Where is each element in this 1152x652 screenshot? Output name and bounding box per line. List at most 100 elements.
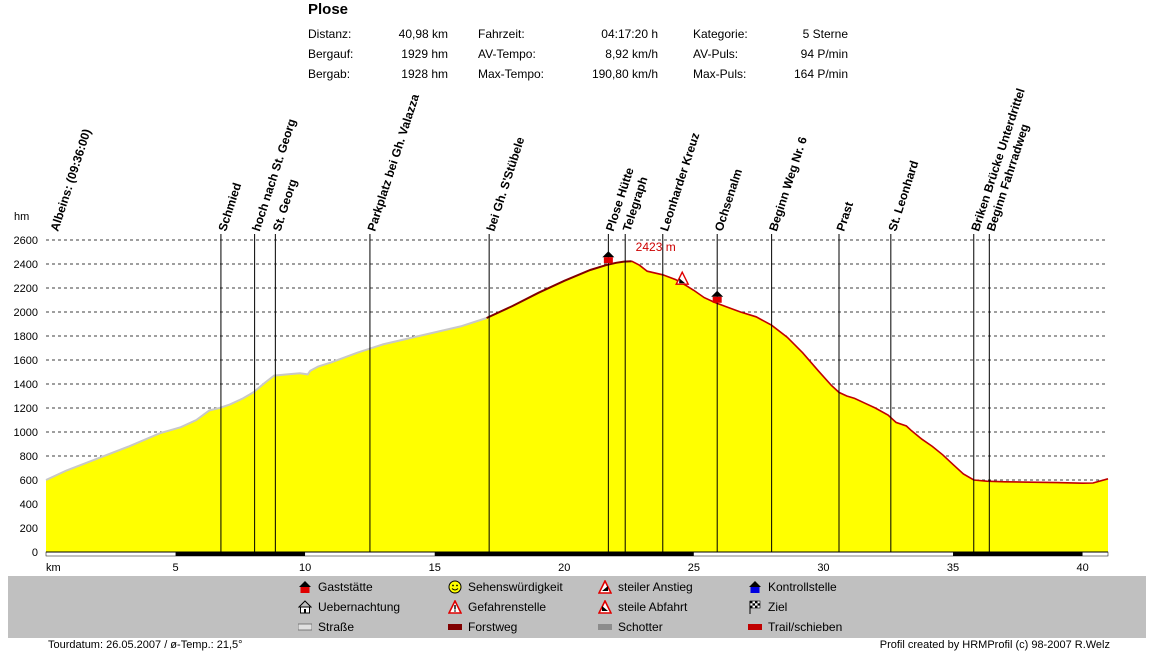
y-tick-label: 1200 — [14, 403, 38, 415]
stat-label-distance: Distanz: — [308, 27, 352, 41]
stat-value-max-speed: 190,80 km/h — [591, 67, 658, 81]
legend-label: steiler Anstieg — [618, 580, 693, 594]
y-tick-label: 1600 — [14, 355, 38, 367]
x-tick-label: 25 — [688, 562, 700, 574]
stat-value-avg-speed: 8,92 km/h — [605, 47, 658, 61]
checkpoint-icon-body — [712, 296, 722, 303]
road-swatch-icon — [297, 620, 313, 634]
stat-label-max-speed: Max-Tempo: — [478, 67, 545, 81]
waypoint-label: Beginn Weg Nr. 6 — [766, 135, 810, 233]
tour-title: Plose — [308, 1, 349, 18]
stat-value-category: 5 Sterne — [802, 27, 848, 41]
surface-segment — [953, 552, 1083, 556]
steep-descent-icon — [597, 599, 613, 614]
waypoint-label: Leonharder Kreuz — [657, 131, 702, 233]
steep-climb-icon — [597, 579, 613, 594]
x-tick-label: 15 — [429, 562, 441, 574]
legend-item-steile-abfahrt: steile Abfahrt — [597, 599, 688, 614]
legend-label: Straße — [318, 620, 355, 634]
waypoint-label: bei Gh. S'Stübele — [484, 135, 528, 233]
stat-value-ascent: 1929 hm — [401, 47, 448, 61]
y-tick-label: 0 — [32, 547, 38, 559]
y-tick-label: 2600 — [14, 235, 38, 247]
x-tick-label: 30 — [817, 562, 829, 574]
max-elevation-label: 2423 m — [636, 240, 676, 254]
legend-item-ziel: Ziel — [748, 600, 787, 614]
house-red-icon-body — [603, 257, 613, 264]
waypoint-label: Schmied — [215, 181, 244, 233]
surface-segment — [175, 552, 306, 556]
marker-layer — [602, 251, 724, 303]
legend-item-schotter: Schotter — [598, 620, 663, 634]
legend-label: Schotter — [618, 620, 663, 634]
waypoint-label: Prast — [834, 200, 857, 233]
stat-value-descent: 1928 hm — [401, 67, 448, 81]
profile-line-forest — [486, 260, 632, 319]
smiley-icon — [448, 580, 462, 594]
profile-line-trail — [631, 260, 1109, 485]
checkpoint-icon — [711, 290, 724, 297]
gravel-swatch-icon — [598, 620, 612, 634]
stat-label-avg-speed: AV-Tempo: — [478, 47, 536, 61]
x-tick-label: 5 — [173, 562, 179, 574]
y-tick-label: 600 — [20, 475, 38, 487]
stat-value-avg-pulse: 94 P/min — [800, 47, 848, 61]
footer-tour-date: Tourdatum: 26.05.2007 / ø-Temp.: 21,5° — [48, 639, 243, 651]
waypoint-label: Ochsenalm — [712, 167, 745, 233]
steep-descent-icon-glyph — [679, 278, 686, 284]
legend-item-gefahrenstelle: Gefahrenstelle — [447, 599, 547, 614]
legend-item-steiler-anstieg: steiler Anstieg — [597, 579, 693, 594]
x-tick-label: 10 — [299, 562, 311, 574]
stat-label-duration: Fahrzeit: — [478, 27, 525, 41]
surface-bar — [45, 551, 1109, 557]
axis-layer: 0 200 400 600 800 1000 1200 1400 1600 1800 2000 220… — [14, 235, 1108, 574]
stat-value-distance: 40,98 km — [398, 27, 448, 41]
legend-item-gaststaette: Gaststätte — [298, 580, 373, 594]
legend-label: Forstweg — [468, 620, 518, 634]
y-tick-label: 2000 — [14, 307, 38, 319]
legend-label: Uebernachtung — [318, 600, 401, 614]
legend-item-trail: Trail/schieben — [748, 620, 842, 634]
stat-label-max-pulse: Max-Puls: — [693, 67, 747, 81]
legend-label: Trail/schieben — [768, 620, 843, 634]
checkpoint-icon — [748, 580, 762, 594]
stat-label-avg-pulse: AV-Puls: — [693, 47, 739, 61]
y-tick-label: 2200 — [14, 283, 38, 295]
chart-marker — [675, 270, 690, 285]
legend-panel: Gaststätte Uebernachtung Straße Sehenswü… — [8, 576, 1146, 638]
legend-label: steile Abfahrt — [618, 600, 688, 614]
surface-segment — [46, 552, 176, 556]
chart-marker — [711, 290, 724, 303]
surface-segment — [305, 552, 435, 556]
legend-item-sehenswuerdigkeit: Sehenswürdigkeit — [448, 580, 563, 594]
y-tick-label: 200 — [20, 523, 38, 535]
finish-flag-icon — [748, 600, 762, 614]
house-red-icon — [602, 251, 615, 258]
surface-segment — [1082, 552, 1108, 556]
legend-item-uebernachtung: Uebernachtung — [297, 600, 401, 614]
legend-item-forstweg: Forstweg — [448, 620, 517, 634]
legend-label: Kontrollstelle — [768, 580, 837, 594]
chart-marker — [602, 251, 615, 264]
profile-area-layer — [45, 260, 1109, 552]
lodge-icon — [297, 600, 313, 614]
legend-label: Gaststätte — [318, 580, 373, 594]
y-tick-label: 2400 — [14, 259, 38, 271]
elevation-profile-chart: Albeins: (09:36:00) Schmied hoch nach St. … — [14, 87, 1109, 574]
stat-label-category: Kategorie: — [693, 27, 748, 41]
house-red-icon — [298, 580, 312, 594]
stat-label-ascent: Bergauf: — [308, 47, 354, 61]
x-tick-label: 40 — [1076, 562, 1088, 574]
waypoint-label: Albeins: (09:36:00) — [48, 127, 94, 233]
legend-label: Gefahrenstelle — [468, 600, 547, 614]
y-tick-label: 1000 — [14, 427, 38, 439]
y-tick-label: 1800 — [14, 331, 38, 343]
profile-line-road — [45, 317, 487, 481]
surface-segment — [434, 552, 694, 556]
profile-area — [46, 261, 1108, 552]
footer-credit: Profil created by HRMProfil (c) 98-2007 … — [879, 639, 1110, 651]
waypoint-label: St. Leonhard — [885, 159, 921, 233]
stat-label-descent: Bergab: — [308, 67, 351, 81]
trail-swatch-icon — [748, 620, 762, 634]
y-axis-label: hm — [14, 211, 29, 223]
